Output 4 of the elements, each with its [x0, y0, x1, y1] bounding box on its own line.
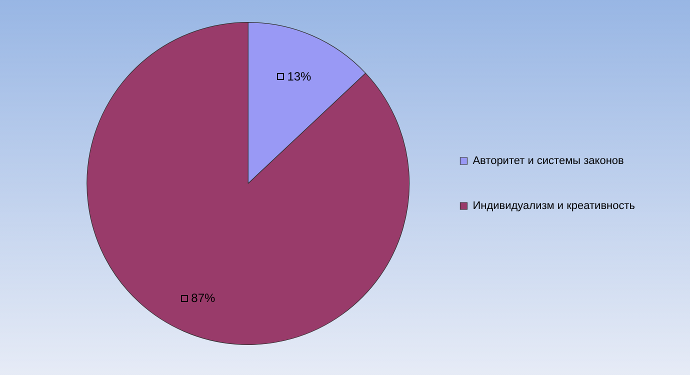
- legend-label: Индивидуализм и креативность: [472, 200, 636, 212]
- legend-label: Авторитет и системы законов: [472, 155, 624, 168]
- data-label: 13%: [287, 69, 312, 84]
- data-label: 87%: [191, 291, 216, 306]
